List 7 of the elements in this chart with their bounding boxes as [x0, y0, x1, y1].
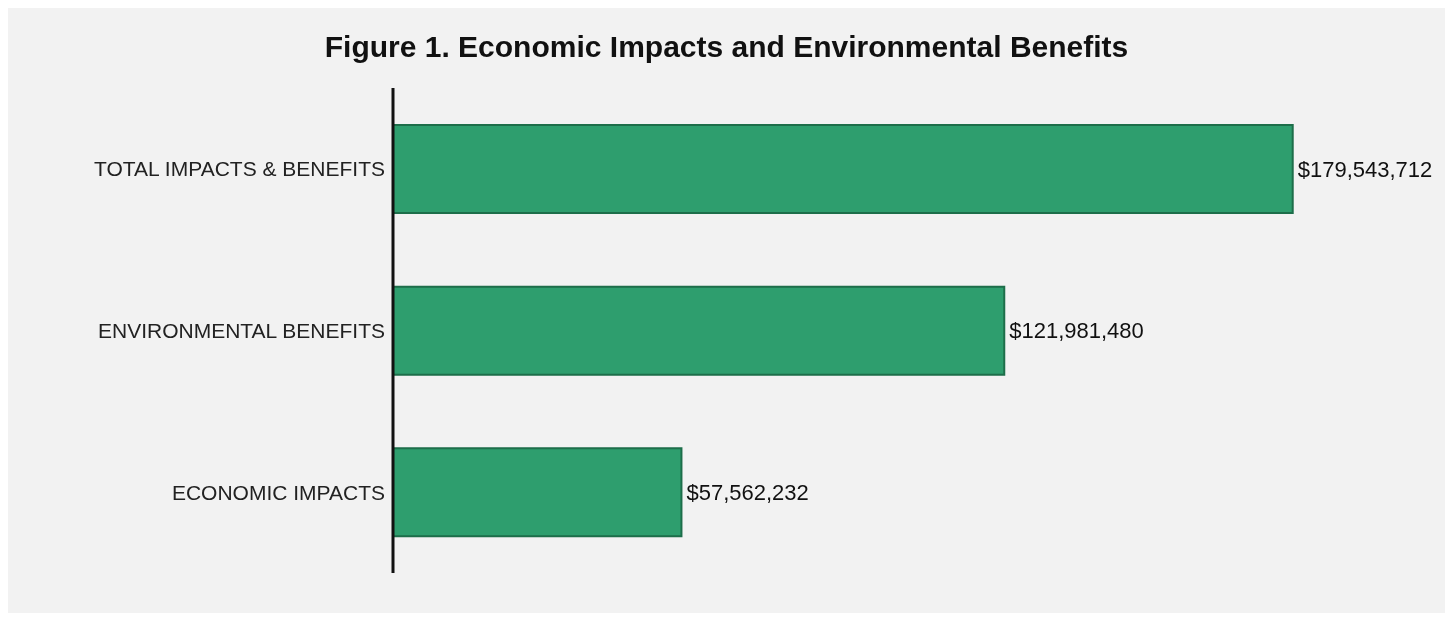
y-tick-label: ECONOMIC IMPACTS	[171, 480, 385, 504]
data-label: $57,562,232	[686, 480, 809, 506]
chart-title: Figure 1. Economic Impacts and Environmental Benefits	[323, 29, 1130, 65]
data-label: $179,543,712	[1297, 156, 1433, 182]
y-tick-label: TOTAL IMPACTS & BENEFITS	[94, 157, 385, 181]
data-label: $121,981,480	[1009, 318, 1144, 344]
y-tick-label: ENVIRONMENTAL BENEFITS	[97, 318, 385, 342]
